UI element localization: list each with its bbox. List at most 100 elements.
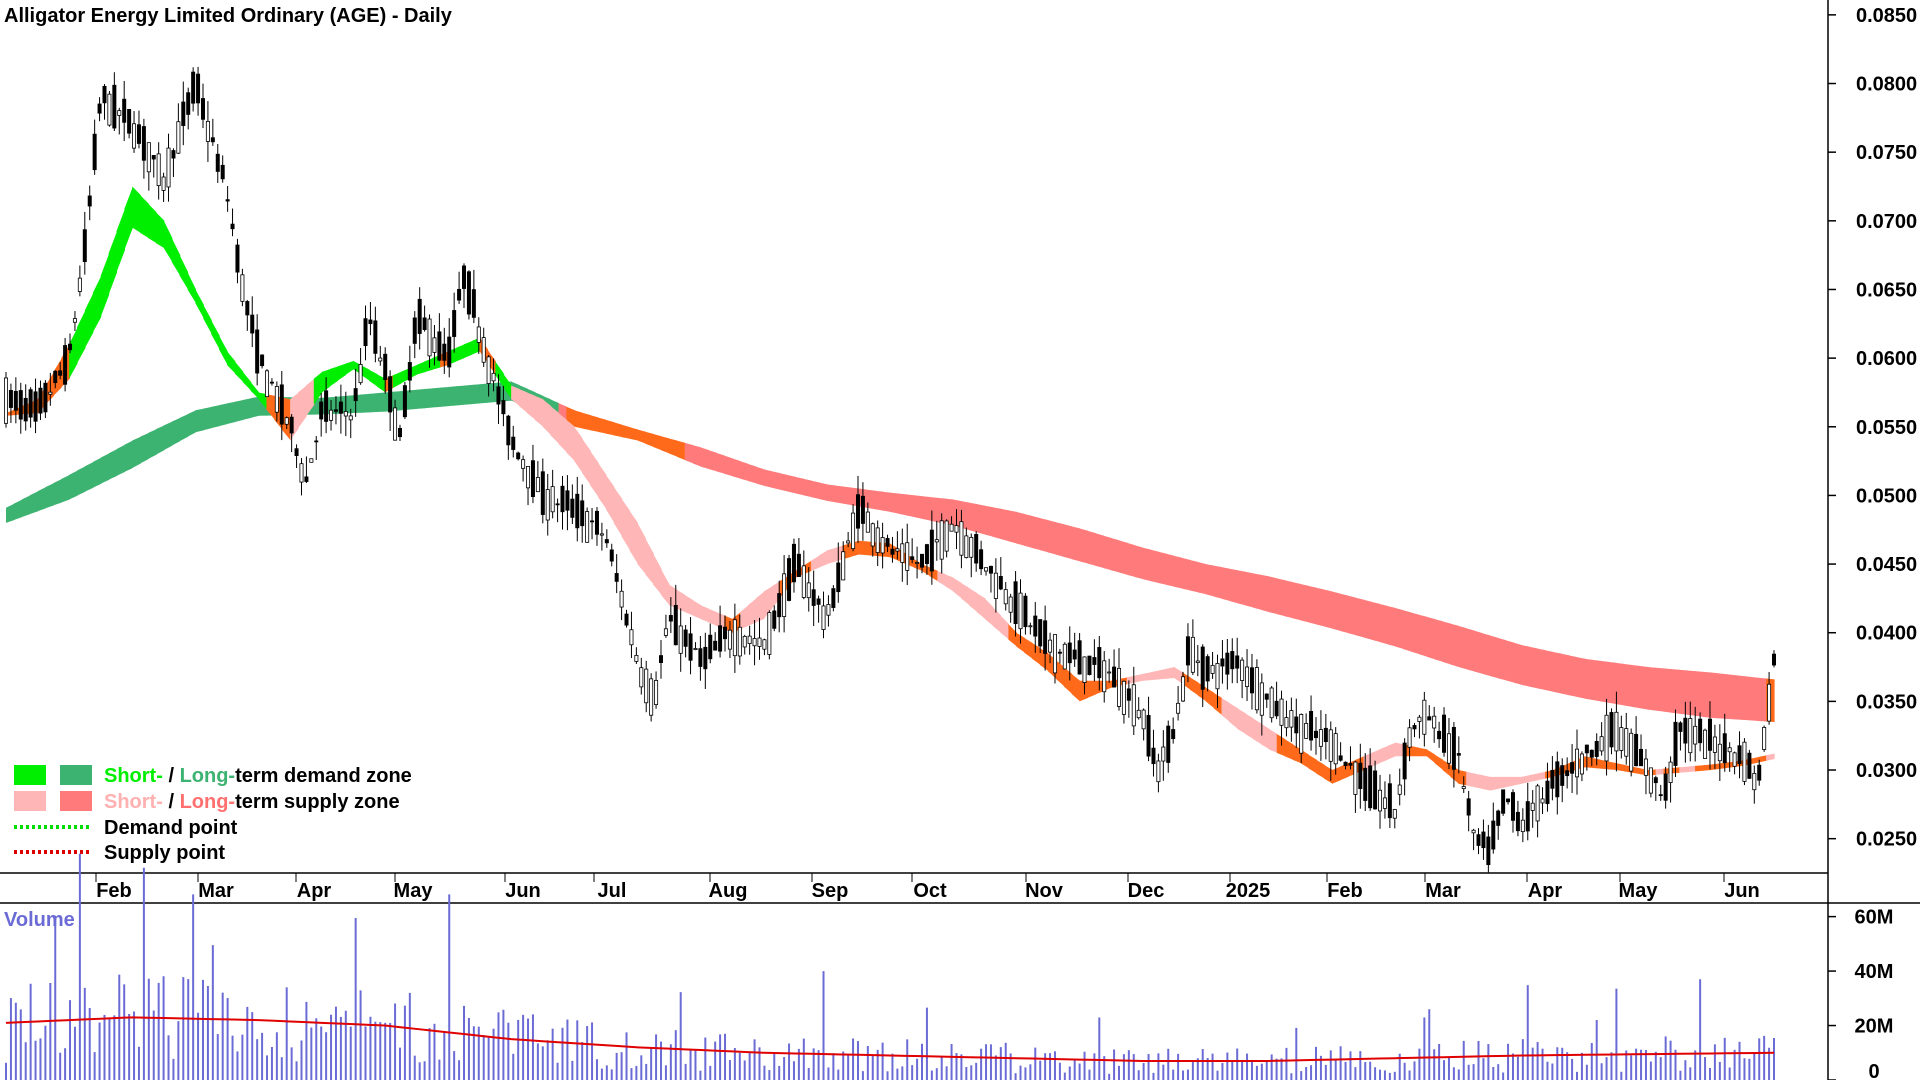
candle-body bbox=[1215, 663, 1220, 690]
long-term-zone-segment bbox=[1687, 670, 1696, 716]
candle-body bbox=[1540, 798, 1545, 804]
candle-body bbox=[210, 137, 215, 143]
long-term-zone-segment bbox=[345, 395, 354, 414]
candle-body bbox=[875, 527, 880, 553]
candle-body bbox=[8, 390, 13, 408]
candle-body bbox=[1653, 777, 1658, 784]
long-term-zone-segment bbox=[1426, 616, 1436, 660]
long-term-zone-segment bbox=[992, 507, 1002, 540]
candle-body bbox=[156, 153, 161, 186]
candle-body bbox=[1323, 727, 1328, 742]
candle-body bbox=[1299, 714, 1304, 754]
candle-body bbox=[1176, 702, 1181, 714]
long-term-zone-segment bbox=[361, 393, 370, 413]
zone-bands bbox=[6, 186, 1775, 791]
candle-body bbox=[855, 494, 860, 529]
long-term-zone-segment bbox=[424, 388, 433, 409]
candle-body bbox=[1673, 721, 1678, 766]
short-term-zone-segment bbox=[834, 545, 844, 562]
long-term-zone-segment bbox=[708, 450, 717, 472]
short-term-zone-segment bbox=[992, 606, 1002, 633]
candle-body bbox=[585, 511, 590, 543]
candle-body bbox=[136, 124, 141, 144]
candle-body bbox=[1363, 767, 1368, 801]
volume-tick-label: 20M bbox=[1855, 1016, 1894, 1038]
candle-body bbox=[13, 390, 18, 411]
long-term-zone-segment bbox=[1679, 669, 1688, 715]
candle-body bbox=[1648, 767, 1653, 794]
candle-body bbox=[949, 523, 954, 532]
candle-body bbox=[658, 655, 663, 663]
candle-body bbox=[18, 390, 23, 420]
candle-body bbox=[1358, 762, 1363, 789]
candle-body bbox=[38, 387, 43, 414]
short-term-zone-segment bbox=[148, 203, 157, 244]
candle-body bbox=[1451, 726, 1456, 770]
volume-average-line bbox=[5, 1016, 1775, 1062]
price-tick-label: 0.0650 bbox=[1856, 279, 1917, 301]
candle-body bbox=[260, 354, 265, 367]
long-term-zone-segment bbox=[803, 478, 812, 498]
candle-body bbox=[1515, 811, 1520, 832]
candle-body bbox=[1225, 652, 1230, 675]
short-term-zone-segment bbox=[1339, 763, 1349, 781]
candle-body bbox=[1614, 711, 1619, 752]
short-term-zone-segment bbox=[605, 474, 615, 523]
long-term-zone-segment bbox=[740, 461, 749, 482]
long-term-zone-segment bbox=[1505, 640, 1515, 683]
long-term-zone-segment bbox=[1268, 576, 1278, 615]
month-label: Nov bbox=[1025, 880, 1064, 902]
long-term-zone-segment bbox=[1032, 516, 1041, 551]
long-term-zone-segment bbox=[1229, 568, 1238, 604]
candle-body bbox=[806, 582, 811, 599]
long-term-zone-segment bbox=[1324, 589, 1333, 629]
legend-swatch-long bbox=[60, 765, 92, 785]
short-term-zone-segment bbox=[1426, 749, 1436, 764]
candle-body bbox=[885, 538, 890, 547]
candle-body bbox=[905, 542, 910, 571]
long-term-zone-segment bbox=[1071, 526, 1081, 562]
candle-body bbox=[1043, 620, 1048, 654]
candle-body bbox=[1402, 742, 1407, 780]
short-term-zone-segment bbox=[542, 399, 552, 436]
long-term-zone-segment bbox=[1260, 574, 1270, 613]
candle-body bbox=[718, 625, 723, 652]
candle-body bbox=[284, 417, 289, 425]
candle-body bbox=[1077, 640, 1082, 675]
candle-body bbox=[245, 301, 250, 316]
candle-body bbox=[1446, 733, 1451, 764]
candle-body bbox=[614, 573, 619, 582]
candle-body bbox=[63, 345, 68, 385]
candle-body bbox=[1013, 581, 1018, 625]
candle-body bbox=[486, 356, 491, 384]
long-term-zone-segment bbox=[1410, 612, 1420, 655]
candle-body bbox=[491, 372, 496, 382]
month-label: Apr bbox=[1528, 880, 1563, 902]
long-term-zone-segment bbox=[661, 436, 670, 454]
candle-body bbox=[417, 298, 422, 334]
candle-body bbox=[1570, 762, 1575, 774]
candle-body bbox=[1525, 801, 1530, 832]
price-tick-label: 0.0400 bbox=[1856, 623, 1917, 645]
candle-body bbox=[521, 459, 526, 469]
long-term-zone-segment bbox=[1126, 542, 1136, 577]
short-term-zone-segment bbox=[1481, 775, 1491, 791]
candle-body bbox=[23, 397, 28, 422]
legend-label: Short- / Long-term supply zone bbox=[104, 791, 400, 813]
candle-body bbox=[1240, 659, 1245, 681]
short-term-zone-segment bbox=[597, 462, 607, 510]
month-label: May bbox=[1619, 880, 1659, 902]
long-term-zone-segment bbox=[108, 449, 118, 480]
candle-body bbox=[1087, 655, 1092, 675]
short-term-zone-segment bbox=[1166, 667, 1175, 679]
short-term-zone-segment bbox=[171, 237, 181, 276]
candle-body bbox=[432, 337, 437, 353]
candle-body bbox=[737, 626, 742, 657]
short-term-zone-segment bbox=[534, 395, 544, 427]
candle-body bbox=[644, 668, 649, 704]
candle-body bbox=[1579, 753, 1584, 775]
candle-body bbox=[151, 155, 156, 160]
candle-body bbox=[1008, 596, 1013, 613]
legend-label-part: Short- bbox=[104, 791, 163, 813]
